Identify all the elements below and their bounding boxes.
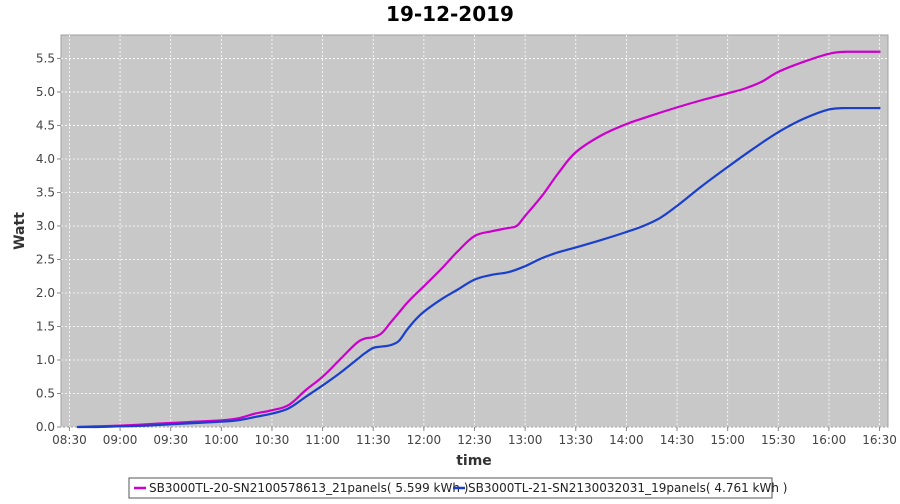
- x-tick-label: 15:00: [710, 433, 745, 447]
- gridlines: [61, 35, 888, 428]
- x-tick-label: 09:00: [103, 433, 138, 447]
- y-tick-label: 4.5: [36, 118, 55, 132]
- legend-label-1: SB3000TL-20-SN2100578613_21panels( 5.599…: [149, 481, 468, 495]
- series-line-1: [76, 50, 881, 429]
- x-tick-label: 11:00: [305, 433, 340, 447]
- series-line-2: [76, 106, 881, 429]
- series-lines: [76, 50, 881, 429]
- x-tick-label: 12:30: [457, 433, 492, 447]
- y-tick-label: 5.5: [36, 51, 55, 65]
- y-tick-label: 2.5: [36, 252, 55, 266]
- legend-box: [128, 477, 773, 499]
- y-axis-label: Watt: [12, 212, 28, 250]
- legend-label-2: SB3000TL-21-SN2130032031_19panels( 4.761…: [468, 481, 787, 495]
- x-axis-label: time: [456, 453, 492, 469]
- y-tick-label: 2.0: [36, 286, 55, 300]
- y-tick-label: 3.0: [36, 219, 55, 233]
- chart-title: 19-12-2019: [386, 2, 514, 26]
- y-tick-label: 3.5: [36, 185, 55, 199]
- x-tick-label: 16:00: [812, 433, 847, 447]
- x-tick-label: 08:30: [52, 433, 87, 447]
- y-tick-label: 0.5: [36, 386, 55, 400]
- y-tick-label: 1.5: [36, 319, 55, 333]
- y-tick-label: 5.0: [36, 85, 55, 99]
- x-tick-label: 09:30: [153, 433, 188, 447]
- y-axis: 0.0 0.5 1.0 1.5 2.0 2.5 3.0 3.5 4.0 4.5 5.0 5.5: [36, 51, 61, 434]
- x-tick-label: 15:30: [761, 433, 796, 447]
- y-tick-label: 4.0: [36, 152, 55, 166]
- x-tick-label: 10:00: [204, 433, 239, 447]
- y-tick-label: 0.0: [36, 420, 55, 434]
- x-tick-label: 13:00: [508, 433, 543, 447]
- x-tick-label: 16:30: [862, 433, 897, 447]
- x-tick-label: 10:30: [255, 433, 290, 447]
- x-tick-label: 12:00: [407, 433, 442, 447]
- legend: SB3000TL-20-SN2100578613_21panels( 5.599…: [128, 477, 787, 499]
- x-axis: 08:30 09:00 09:30 10:00 10:30 11:00 11:30 12:00…: [52, 427, 897, 447]
- y-tick-label: 1.0: [36, 353, 55, 367]
- x-tick-label: 13:30: [558, 433, 593, 447]
- x-tick-label: 14:00: [609, 433, 644, 447]
- x-tick-label: 11:30: [356, 433, 391, 447]
- x-tick-label: 14:30: [660, 433, 695, 447]
